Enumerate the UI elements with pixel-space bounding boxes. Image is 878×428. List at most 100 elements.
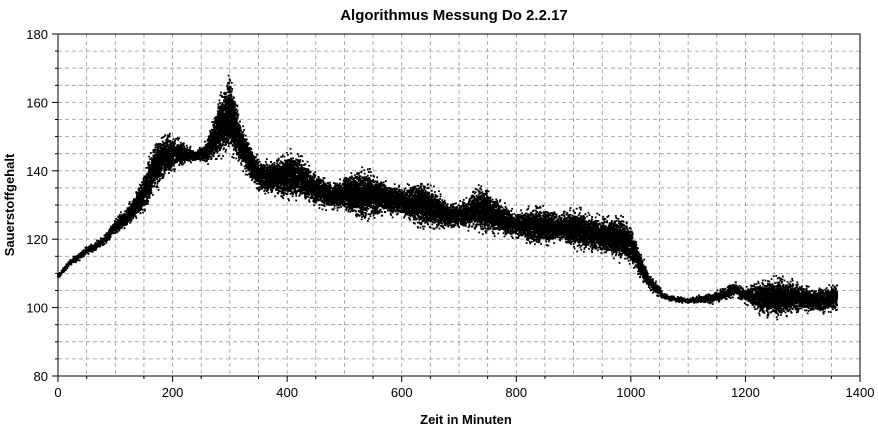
scatter-point: [156, 144, 159, 147]
scatter-point: [149, 177, 152, 180]
scatter-point: [93, 249, 96, 252]
scatter-point: [155, 161, 157, 164]
scatter-point: [65, 263, 68, 266]
scatter-point: [170, 154, 172, 157]
scatter-point: [224, 150, 227, 153]
scatter-point: [162, 146, 165, 149]
scatter-point: [237, 122, 240, 125]
scatter-point: [115, 231, 118, 234]
scatter-point: [106, 236, 109, 238]
scatter-point: [220, 157, 223, 160]
scatter-point: [109, 233, 112, 236]
scatter-point: [155, 153, 158, 156]
scatter-point: [155, 170, 158, 173]
scatter-point: [142, 181, 144, 184]
scatter-point: [231, 88, 234, 90]
scatter-point: [135, 207, 138, 210]
scatter-point: [64, 269, 67, 272]
scatter-point: [203, 159, 206, 162]
scatter-point: [123, 216, 126, 219]
scatter-point: [128, 209, 131, 212]
scatter-point: [228, 91, 231, 94]
scatter-point: [161, 140, 164, 143]
scatter-point: [144, 209, 147, 212]
scatter-point: [75, 259, 78, 262]
scatter-point: [96, 240, 99, 243]
scatter-point: [201, 158, 204, 161]
scatter-point: [167, 172, 170, 174]
scatter-point: [158, 152, 161, 155]
scatter-point: [228, 82, 231, 84]
scatter-point: [147, 167, 150, 170]
scatter-point: [142, 211, 144, 214]
scatter-point: [207, 163, 209, 165]
scatter-point: [159, 150, 161, 153]
scatter-point: [118, 215, 121, 218]
scatter-point: [170, 146, 172, 148]
scatter-point: [117, 225, 120, 227]
scatter-point: [242, 125, 244, 128]
scatter-point: [130, 218, 133, 221]
scatter-point: [156, 182, 159, 185]
scatter-point: [68, 259, 71, 262]
scatter-point: [140, 208, 143, 211]
scatter-point: [83, 253, 86, 256]
scatter-point: [105, 234, 107, 236]
scatter-point: [124, 222, 127, 225]
scatter-point: [154, 182, 156, 185]
scatter-point: [123, 227, 126, 230]
scatter-point: [240, 162, 242, 165]
scatter-point: [73, 258, 76, 261]
scatter-point: [74, 258, 77, 261]
scatter-point: [122, 217, 125, 220]
scatter-point: [160, 150, 163, 152]
scatter-point: [74, 255, 76, 258]
scatter-point: [218, 149, 221, 152]
scatter-point: [168, 143, 171, 146]
scatter-point: [232, 96, 235, 99]
scatter-point: [136, 193, 139, 196]
scatter-point: [117, 215, 120, 218]
scatter-point: [105, 236, 108, 238]
scatter-point: [225, 148, 227, 151]
scatter-point: [64, 265, 67, 268]
scatter-point: [160, 164, 163, 167]
scatter-point: [118, 229, 121, 232]
scatter-point: [153, 160, 155, 163]
scatter-point: [158, 174, 161, 176]
scatter-point: [157, 188, 160, 191]
scatter-point: [160, 173, 163, 176]
scatter-point: [106, 234, 108, 236]
scatter-point: [221, 96, 224, 99]
scatter-point: [160, 174, 163, 177]
scatter-point: [115, 230, 118, 233]
scatter-point: [159, 142, 162, 145]
scatter-point: [141, 187, 143, 190]
scatter-point: [140, 204, 143, 207]
scatter-point: [110, 227, 112, 229]
scatter-point: [168, 167, 171, 170]
scatter-point: [147, 200, 150, 202]
scatter-point: [140, 189, 143, 192]
scatter-point: [135, 201, 138, 204]
scatter-point: [103, 234, 106, 237]
scatter-point: [134, 201, 137, 204]
scatter-point: [101, 240, 104, 243]
scatter-point: [118, 213, 121, 216]
scatter-point: [96, 245, 99, 248]
scatter-point: [230, 90, 233, 92]
scatter-point: [125, 209, 128, 212]
scatter-point: [153, 172, 156, 175]
scatter-point: [135, 210, 138, 213]
scatter-point: [154, 177, 156, 180]
scatter-point: [168, 140, 171, 143]
scatter-point: [167, 158, 170, 161]
scatter-point: [237, 113, 240, 116]
scatter-point: [213, 123, 216, 126]
scatter-point: [218, 154, 221, 157]
scatter-point: [142, 197, 145, 200]
scatter-point: [154, 176, 156, 179]
scatter-point: [146, 172, 149, 175]
scatter-point: [151, 158, 154, 161]
scatter-point: [87, 248, 90, 251]
